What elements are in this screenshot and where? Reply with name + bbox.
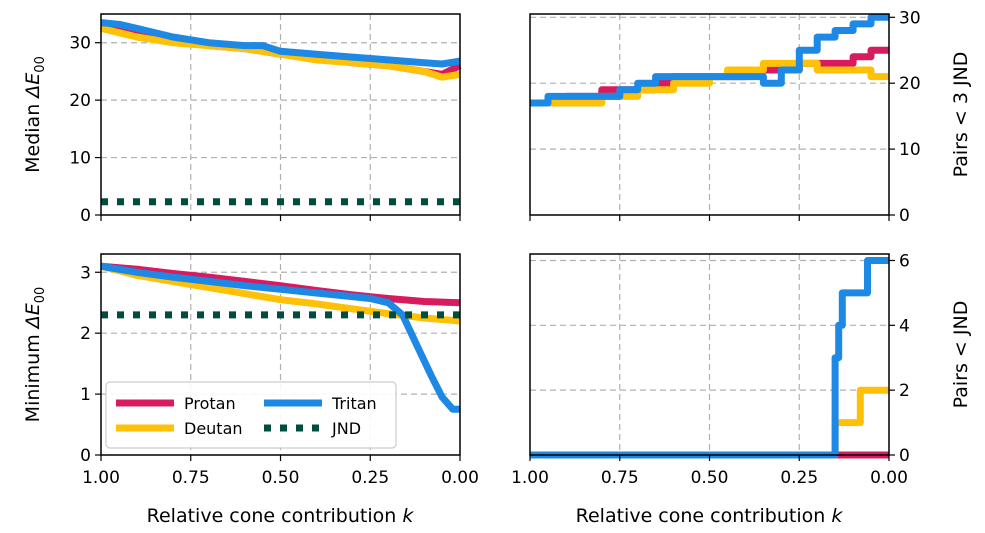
x-axis-label: Relative cone contribution k: [147, 505, 415, 527]
y-tick-label: 10: [899, 140, 921, 160]
y-tick-label: 0: [899, 206, 910, 226]
legend-box: [105, 381, 397, 449]
series-deutan: [100, 24, 461, 81]
y-tick-label: 2: [80, 324, 91, 344]
x-tick-label: 1.00: [82, 468, 120, 488]
legend-label-protan: Protan: [184, 394, 236, 413]
y-tick-label: 30: [69, 34, 91, 54]
minimum-delta-e-panel: 1.00 0.75 0.50 0.25 0.00 0 1 2 3 Minimum ΔE00: [22, 253, 479, 488]
y-axis-label: Pairs < JND: [950, 301, 972, 409]
x-axis-labels: Relative cone contribution k Relative con…: [147, 505, 844, 527]
y-tick-label: 20: [69, 91, 91, 111]
y-tick-label: 0: [80, 446, 91, 466]
median-delta-e-panel: 0 10 20 30 Median ΔE00: [22, 13, 462, 226]
y-axis-label: Minimum ΔE00: [22, 287, 48, 423]
legend-label-tritan: Tritan: [331, 394, 377, 413]
y-tick-label: 20: [899, 74, 921, 94]
x-tick-label: 0.25: [780, 468, 818, 488]
x-tick-label: 0.25: [351, 468, 389, 488]
x-tick-label: 1.00: [511, 468, 549, 488]
x-tick-label: 0.00: [870, 468, 908, 488]
y-tick-label: 4: [899, 316, 910, 336]
y-axis-label: Pairs < 3 JND: [950, 52, 972, 178]
x-tick-label: 0.75: [172, 468, 210, 488]
y-tick-label: 30: [899, 8, 921, 28]
x-tick-label: 0.50: [691, 468, 729, 488]
x-tick-label: 0.50: [262, 468, 300, 488]
series-tritan: [100, 19, 461, 68]
x-tick-label: 0.00: [441, 468, 479, 488]
x-axis-label: Relative cone contribution k: [576, 505, 844, 527]
pairs-below-3jnd-panel: 0 10 20 30 Pairs < 3 JND: [529, 8, 972, 226]
series-tritan: [100, 262, 460, 413]
y-tick-label: 2: [899, 381, 910, 401]
legend: Protan Deutan Tritan JND: [105, 381, 397, 449]
y-tick-label: 10: [69, 149, 91, 169]
legend-label-deutan: Deutan: [184, 419, 243, 438]
series-tritan: [530, 13, 889, 107]
y-tick-label: 6: [899, 251, 910, 271]
legend-label-jnd: JND: [331, 419, 361, 438]
y-tick-label: 0: [80, 206, 91, 226]
y-tick-label: 0: [899, 446, 910, 466]
y-axis-label: Median ΔE00: [22, 56, 48, 173]
x-tick-label: 0.75: [601, 468, 639, 488]
y-tick-label: 3: [80, 263, 91, 283]
y-tick-label: 1: [80, 385, 91, 405]
pairs-below-jnd-panel: 1.00 0.75 0.50 0.25 0.000 2 4 6 Pairs < JND: [511, 251, 972, 488]
